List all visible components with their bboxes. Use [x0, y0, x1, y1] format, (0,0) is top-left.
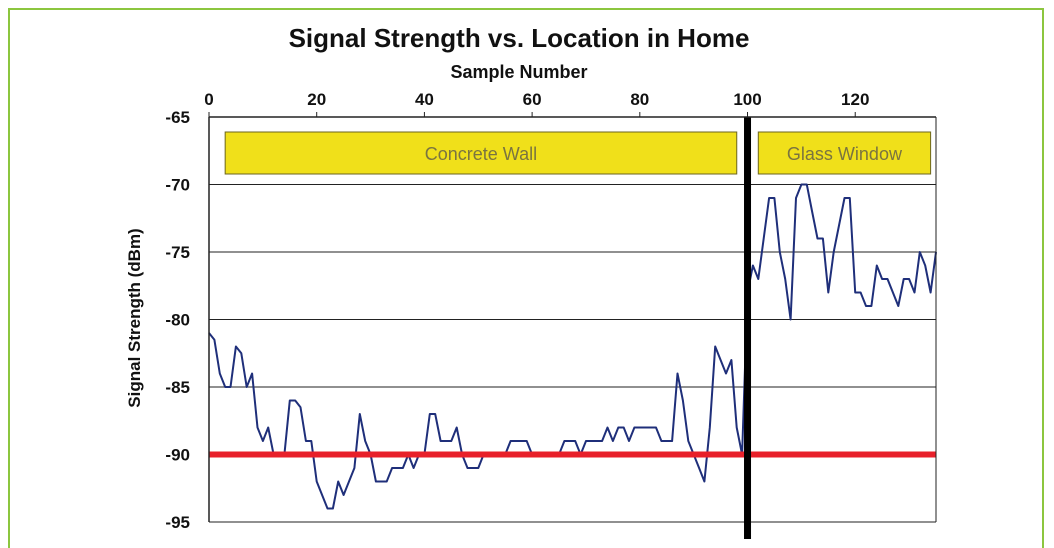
chart-frame — [8, 8, 1044, 548]
x-axis-label: Sample Number — [450, 62, 587, 82]
region-label: Glass Window — [787, 144, 903, 164]
region-label: Concrete Wall — [425, 144, 537, 164]
y-tick-label: -70 — [165, 176, 190, 195]
y-tick-label: -65 — [165, 108, 190, 127]
y-axis-label: Signal Strength (dBm) — [125, 228, 144, 407]
y-tick-label: -75 — [165, 243, 190, 262]
x-tick-label: 120 — [841, 90, 869, 109]
x-tick-label: 0 — [204, 90, 213, 109]
region-box — [757, 131, 932, 175]
chart-title: Signal Strength vs. Location in Home — [289, 23, 750, 53]
y-tick-label: -95 — [165, 513, 190, 532]
x-tick-label: 20 — [307, 90, 326, 109]
y-tick-label: -85 — [165, 378, 190, 397]
x-tick-label: 40 — [415, 90, 434, 109]
region-box — [224, 131, 738, 175]
x-tick-label: 100 — [733, 90, 761, 109]
series-line — [208, 183, 937, 510]
y-tick-label: -80 — [165, 311, 190, 330]
x-tick-label: 60 — [523, 90, 542, 109]
y-tick-label: -90 — [165, 446, 190, 465]
x-tick-label: 80 — [630, 90, 649, 109]
